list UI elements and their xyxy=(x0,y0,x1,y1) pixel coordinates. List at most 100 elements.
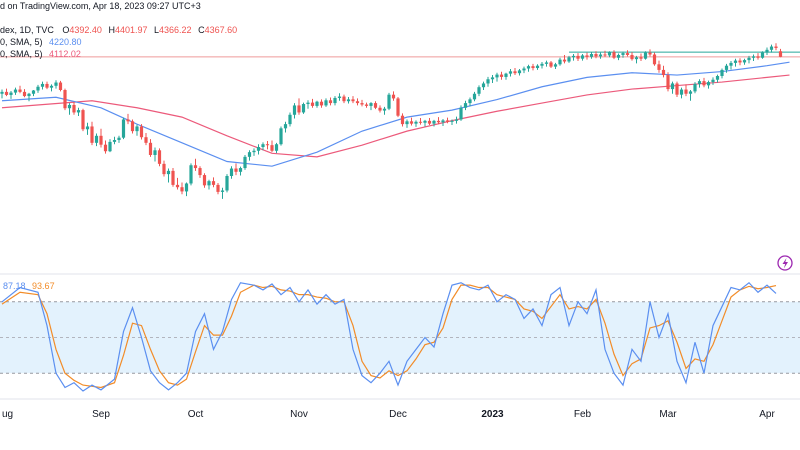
candle-body xyxy=(585,55,589,57)
candle-body xyxy=(535,65,540,69)
candle-body xyxy=(414,121,418,124)
candle-body xyxy=(36,86,40,91)
candle xyxy=(229,166,234,179)
open-label: O xyxy=(62,25,69,35)
candle xyxy=(454,116,459,124)
candle xyxy=(94,133,99,147)
candle-body xyxy=(315,101,319,106)
candle xyxy=(729,61,733,70)
candle-body xyxy=(765,49,769,53)
lightning-icon[interactable] xyxy=(777,255,793,271)
candle xyxy=(4,88,9,97)
candle xyxy=(778,48,783,58)
candle-body xyxy=(301,104,306,113)
candle xyxy=(324,98,328,107)
candle-body xyxy=(310,102,315,106)
candle xyxy=(252,148,256,156)
candle xyxy=(738,58,742,66)
candle-body xyxy=(382,108,387,111)
candle-body xyxy=(567,57,571,62)
candle xyxy=(405,119,409,128)
candle-body xyxy=(526,66,531,69)
candle xyxy=(517,68,522,76)
candle xyxy=(630,52,634,61)
close-label: C xyxy=(198,25,205,35)
x-tick-label: Apr xyxy=(759,409,775,420)
candle-body xyxy=(616,54,621,58)
candle-body xyxy=(13,89,18,93)
candle-body xyxy=(292,105,297,115)
candle xyxy=(666,72,670,92)
candle xyxy=(247,150,252,161)
candle-body xyxy=(522,68,526,71)
stochastic-pane[interactable] xyxy=(0,281,800,392)
candle-body xyxy=(207,181,211,186)
candle xyxy=(382,106,387,115)
candle xyxy=(508,68,513,77)
candle-body xyxy=(540,63,544,66)
candle-body xyxy=(729,62,733,66)
candle xyxy=(54,80,58,89)
candle xyxy=(720,68,724,79)
candle-body xyxy=(715,75,720,80)
candle xyxy=(130,119,135,134)
price-pane[interactable] xyxy=(0,43,800,199)
candle-body xyxy=(418,121,423,123)
candle xyxy=(621,51,625,58)
candle xyxy=(175,177,180,190)
sma-fast-legend: 0, SMA, 5) 4220.80 xyxy=(0,37,82,47)
candle-body xyxy=(400,115,405,125)
candle-body xyxy=(621,53,625,55)
candle xyxy=(234,163,238,176)
candle xyxy=(274,142,279,154)
x-axis[interactable]: ug Sep Oct Nov Dec 2023 Feb Mar Apr xyxy=(2,409,775,420)
candle-body xyxy=(54,82,58,86)
candle xyxy=(144,133,148,146)
candle-body xyxy=(216,184,220,192)
candle-body xyxy=(391,94,396,99)
candle xyxy=(724,63,729,73)
candle xyxy=(0,89,4,99)
candle-body xyxy=(463,103,468,108)
candle xyxy=(657,60,661,73)
candle xyxy=(486,76,490,87)
candle xyxy=(477,85,481,97)
sma-fast-value: 4220.80 xyxy=(49,37,82,47)
sma-slow-value: 4112.02 xyxy=(49,49,81,59)
candle xyxy=(342,94,346,104)
candle xyxy=(481,81,486,91)
low-value: 4366.22 xyxy=(159,25,192,35)
candle-body xyxy=(234,168,238,172)
candle xyxy=(112,136,117,145)
candle xyxy=(9,90,13,99)
candle-body xyxy=(139,126,144,138)
candle-body xyxy=(486,79,490,84)
candle-body xyxy=(333,97,337,104)
candle xyxy=(639,53,643,62)
candle xyxy=(391,91,396,101)
candle-body xyxy=(243,156,247,169)
candle xyxy=(22,89,27,98)
candle-body xyxy=(85,126,90,130)
candle xyxy=(423,119,427,127)
candle xyxy=(450,119,454,126)
candle-body xyxy=(409,121,414,124)
x-tick-label: Mar xyxy=(659,409,677,420)
candle-body xyxy=(40,83,45,87)
candle-body xyxy=(378,107,382,111)
open-value: 4392.40 xyxy=(69,25,102,35)
candle-body xyxy=(607,52,612,56)
candle-body xyxy=(130,121,135,132)
candle-body xyxy=(445,120,450,122)
candle xyxy=(715,74,720,83)
close-value: 4367.60 xyxy=(205,25,238,35)
x-tick-label: Sep xyxy=(92,409,110,420)
candle-body xyxy=(531,66,535,69)
candle-body xyxy=(265,144,270,146)
candle xyxy=(603,50,607,57)
candle xyxy=(769,44,774,53)
high-value: 4401.97 xyxy=(115,25,148,35)
candle xyxy=(553,62,558,69)
candle-body xyxy=(612,52,616,58)
